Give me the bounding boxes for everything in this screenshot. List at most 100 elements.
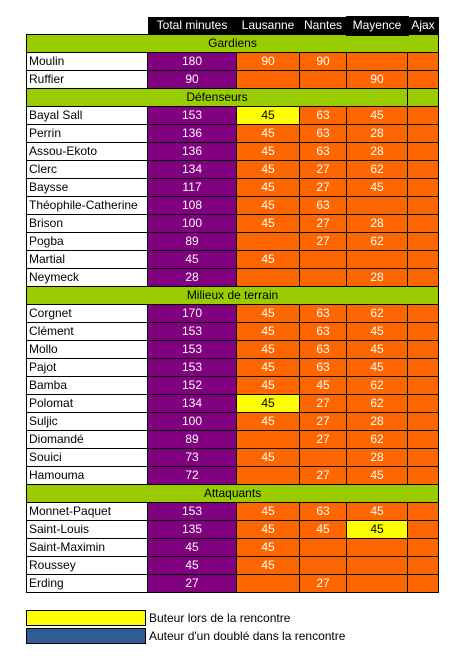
match-minutes-cell <box>407 214 439 233</box>
section-row: Milieux de terrain <box>26 286 439 305</box>
total-minutes-cell: 27 <box>147 574 237 593</box>
match-minutes-cell <box>407 142 439 161</box>
match-minutes-cell <box>407 520 439 539</box>
player-name: Souici <box>26 448 148 467</box>
player-row: Brison 100 45 27 28 <box>26 214 439 233</box>
match-minutes-cell <box>407 178 439 197</box>
match-minutes-cell: 63 <box>299 106 347 125</box>
player-row: Clément 153 45 63 45 <box>26 322 439 341</box>
column-header-nantes: Nantes <box>299 17 347 35</box>
match-minutes-cell: 45 <box>236 178 300 197</box>
player-name: Roussey <box>26 556 148 575</box>
match-minutes-cell <box>407 304 439 323</box>
player-name: Bayal Sall <box>26 106 148 125</box>
total-minutes-cell: 89 <box>147 232 237 251</box>
match-minutes-cell <box>407 394 439 413</box>
player-row: Bayal Sall 153 45 63 45 <box>26 106 439 125</box>
match-minutes-cell: 45 <box>236 214 300 233</box>
section-title: Milieux de terrain <box>26 286 439 305</box>
match-minutes-cell: 45 <box>346 502 408 521</box>
match-minutes-cell: 27 <box>299 394 347 413</box>
match-minutes-cell <box>346 196 408 215</box>
match-minutes-cell: 62 <box>346 430 408 449</box>
match-minutes-cell <box>407 538 439 557</box>
match-minutes-cell <box>407 430 439 449</box>
legend-swatch-double <box>26 628 146 644</box>
match-minutes-cell: 27 <box>299 232 347 251</box>
player-name: Pogba <box>26 232 148 251</box>
match-minutes-cell: 45 <box>346 340 408 359</box>
match-minutes-cell: 45 <box>236 160 300 179</box>
match-minutes-cell <box>407 502 439 521</box>
match-minutes-cell: 45 <box>236 250 300 269</box>
player-name: Clerc <box>26 160 148 179</box>
total-minutes-cell: 136 <box>147 124 237 143</box>
total-minutes-cell: 152 <box>147 376 237 395</box>
player-row: Baysse 117 45 27 45 <box>26 178 439 197</box>
match-minutes-cell: 63 <box>299 124 347 143</box>
legend-label-double: Auteur d'un doublé dans la rencontre <box>149 629 346 643</box>
section-title: Défenseurs <box>26 88 408 107</box>
column-header-lausanne: Lausanne <box>236 17 300 35</box>
match-minutes-cell: 27 <box>299 160 347 179</box>
match-minutes-cell: 27 <box>299 574 347 593</box>
match-minutes-cell <box>346 556 408 575</box>
total-minutes-cell: 28 <box>147 268 237 287</box>
total-minutes-cell: 73 <box>147 448 237 467</box>
match-minutes-cell <box>407 556 439 575</box>
match-minutes-cell: 45 <box>236 502 300 521</box>
match-minutes-cell: 62 <box>346 376 408 395</box>
match-minutes-cell <box>299 538 347 557</box>
player-row: Suljic 100 45 27 28 <box>26 412 439 431</box>
match-minutes-cell: 63 <box>299 304 347 323</box>
match-minutes-cell: 45 <box>236 124 300 143</box>
player-row: Polomat 134 45 27 62 <box>26 394 439 413</box>
match-minutes-cell: 45 <box>236 322 300 341</box>
match-minutes-cell <box>407 322 439 341</box>
match-minutes-cell <box>407 250 439 269</box>
total-minutes-cell: 45 <box>147 250 237 269</box>
match-minutes-cell: 45 <box>236 106 300 125</box>
match-minutes-cell: 45 <box>236 412 300 431</box>
player-row: Moulin 180 90 90 <box>26 52 439 71</box>
match-minutes-cell <box>407 574 439 593</box>
total-minutes-cell: 153 <box>147 322 237 341</box>
total-minutes-cell: 108 <box>147 196 237 215</box>
legend-swatch-scorer <box>26 610 146 626</box>
player-name: Ruffier <box>26 70 148 89</box>
section-row: Défenseurs <box>26 88 439 107</box>
match-minutes-cell: 90 <box>236 52 300 71</box>
player-name: Bamba <box>26 376 148 395</box>
match-minutes-cell: 90 <box>346 70 408 89</box>
total-minutes-cell: 134 <box>147 394 237 413</box>
match-minutes-cell: 62 <box>346 160 408 179</box>
playing-time-table: Total minutes Lausanne Nantes Mayence Aj… <box>26 16 439 593</box>
match-minutes-cell <box>407 358 439 377</box>
player-row: Monnet-Paquet 153 45 63 45 <box>26 502 439 521</box>
section-row: Gardiens <box>26 34 439 53</box>
match-minutes-cell: 62 <box>346 394 408 413</box>
match-minutes-cell: 45 <box>236 142 300 161</box>
player-row: Neymeck 28 28 <box>26 268 439 287</box>
match-minutes-cell: 63 <box>299 358 347 377</box>
match-minutes-cell: 27 <box>299 214 347 233</box>
player-name: Assou-Ekoto <box>26 142 148 161</box>
legend-label-scorer: Buteur lors de la rencontre <box>149 611 291 625</box>
match-minutes-cell: 45 <box>236 376 300 395</box>
player-row: Assou-Ekoto 136 45 63 28 <box>26 142 439 161</box>
player-name: Suljic <box>26 412 148 431</box>
player-name: Monnet-Paquet <box>26 502 148 521</box>
player-name: Baysse <box>26 178 148 197</box>
header-row: Total minutes Lausanne Nantes Mayence Aj… <box>26 16 439 36</box>
match-minutes-cell: 45 <box>346 322 408 341</box>
match-minutes-cell: 45 <box>346 106 408 125</box>
match-minutes-cell: 27 <box>299 430 347 449</box>
match-minutes-cell <box>346 574 408 593</box>
match-minutes-cell <box>407 196 439 215</box>
match-minutes-cell: 45 <box>346 520 408 539</box>
match-minutes-cell: 28 <box>346 448 408 467</box>
player-row: Ruffier 90 90 <box>26 70 439 89</box>
match-minutes-cell <box>346 52 408 71</box>
player-row: Bamba 152 45 45 62 <box>26 376 439 395</box>
column-header-total: Total minutes <box>147 17 237 35</box>
